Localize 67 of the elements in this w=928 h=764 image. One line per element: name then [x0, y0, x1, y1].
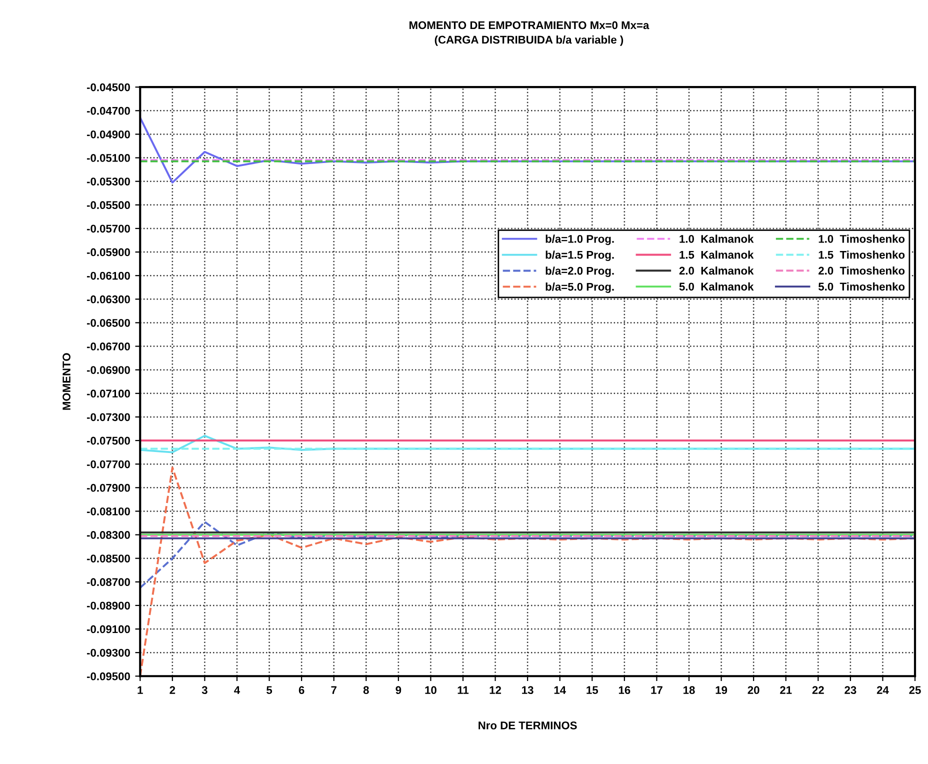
y-tick-label: -0.08100 [86, 507, 130, 516]
legend-label: 5.0 Kalmanok [679, 282, 754, 291]
x-tick-label: 12 [490, 686, 502, 694]
legend-label: 1.5 Timoshenko [818, 250, 905, 259]
y-tick-label: -0.06500 [86, 318, 130, 327]
y-tick-label: -0.09100 [86, 625, 130, 634]
y-tick-label: -0.09500 [86, 672, 130, 680]
y-tick-label: -0.05100 [86, 154, 130, 162]
y-tick-label: -0.05700 [86, 224, 130, 233]
y-tick-label: -0.04900 [86, 130, 130, 138]
y-tick-label: -0.05900 [86, 248, 130, 256]
x-tick-label: 8 [363, 686, 369, 694]
chart-subtitle: (CARGA DISTRIBUIDA b/a variable ) [434, 35, 624, 46]
x-tick-label: 19 [716, 686, 728, 694]
y-axis-title: MOMENTO [62, 353, 70, 410]
x-tick-label: 5 [266, 686, 272, 694]
x-tick-label: 4 [234, 686, 240, 694]
x-tick-label: 1 [138, 686, 143, 694]
x-tick-label: 9 [396, 686, 402, 694]
y-tick-label: -0.08700 [86, 578, 130, 586]
x-tick-label: 6 [298, 686, 304, 694]
x-tick-label: 24 [876, 686, 889, 694]
y-tick-label: -0.07100 [86, 390, 130, 398]
legend-label: 1.0 Timoshenko [818, 234, 905, 243]
y-tick-label: -0.04700 [86, 106, 130, 115]
y-tick-label: -0.07900 [86, 484, 130, 492]
x-tick-label: 18 [684, 686, 695, 694]
x-tick-label: 22 [812, 686, 824, 694]
legend-label: 2.0 Timoshenko [818, 266, 905, 275]
x-tick-label: 13 [522, 686, 534, 694]
x-tick-label: 10 [425, 686, 436, 694]
y-tick-label: -0.06100 [86, 272, 130, 280]
x-tick-label: 23 [844, 686, 856, 694]
x-tick-label: 20 [748, 686, 760, 694]
legend-label: 5.0 Timoshenko [818, 282, 905, 291]
x-tick-label: 7 [331, 686, 336, 694]
y-tick-label: -0.05500 [86, 201, 130, 210]
y-tick-label: -0.06900 [86, 366, 130, 374]
legend-label: 2.0 Kalmanok [679, 266, 754, 275]
y-tick-label: -0.09300 [86, 648, 130, 657]
y-tick-label: -0.06300 [86, 295, 130, 304]
y-tick-label: -0.05300 [86, 178, 130, 186]
x-tick-label: 11 [458, 686, 469, 694]
x-tick-label: 15 [586, 686, 598, 694]
chart-title: MOMENTO DE EMPOTRAMIENTO Mx=0 Mx=a [410, 21, 650, 30]
x-tick-label: 21 [780, 686, 792, 694]
legend-label: b/a=1.0 Prog. [546, 234, 614, 246]
y-tick-label: -0.08900 [86, 602, 130, 610]
y-tick-label: -0.06700 [86, 342, 130, 350]
x-tick-label: 17 [651, 686, 662, 694]
x-tick-label: 25 [909, 686, 921, 694]
legend-label: b/a=5.0 Prog. [546, 282, 614, 293]
legend-label: b/a=2.0 Prog. [546, 266, 614, 277]
y-tick-label: -0.07300 [86, 413, 130, 422]
y-tick-label: -0.08300 [86, 531, 130, 539]
x-tick-label: 3 [202, 686, 208, 694]
legend-label: 1.0 Kalmanok [680, 234, 754, 243]
y-tick-label: -0.04500 [86, 83, 130, 92]
x-axis-title: Nro DE TERMINOS [478, 722, 577, 730]
y-tick-label: -0.07500 [86, 436, 130, 445]
x-tick-label: 16 [618, 686, 630, 694]
y-tick-label: -0.07700 [86, 460, 130, 468]
x-tick-label: 2 [170, 686, 176, 694]
legend-label: 1.5 Kalmanok [680, 250, 754, 259]
y-tick-label: -0.08500 [86, 554, 130, 562]
legend-label: b/a=1.5 Prog. [546, 250, 614, 262]
x-tick-label: 14 [554, 686, 566, 694]
